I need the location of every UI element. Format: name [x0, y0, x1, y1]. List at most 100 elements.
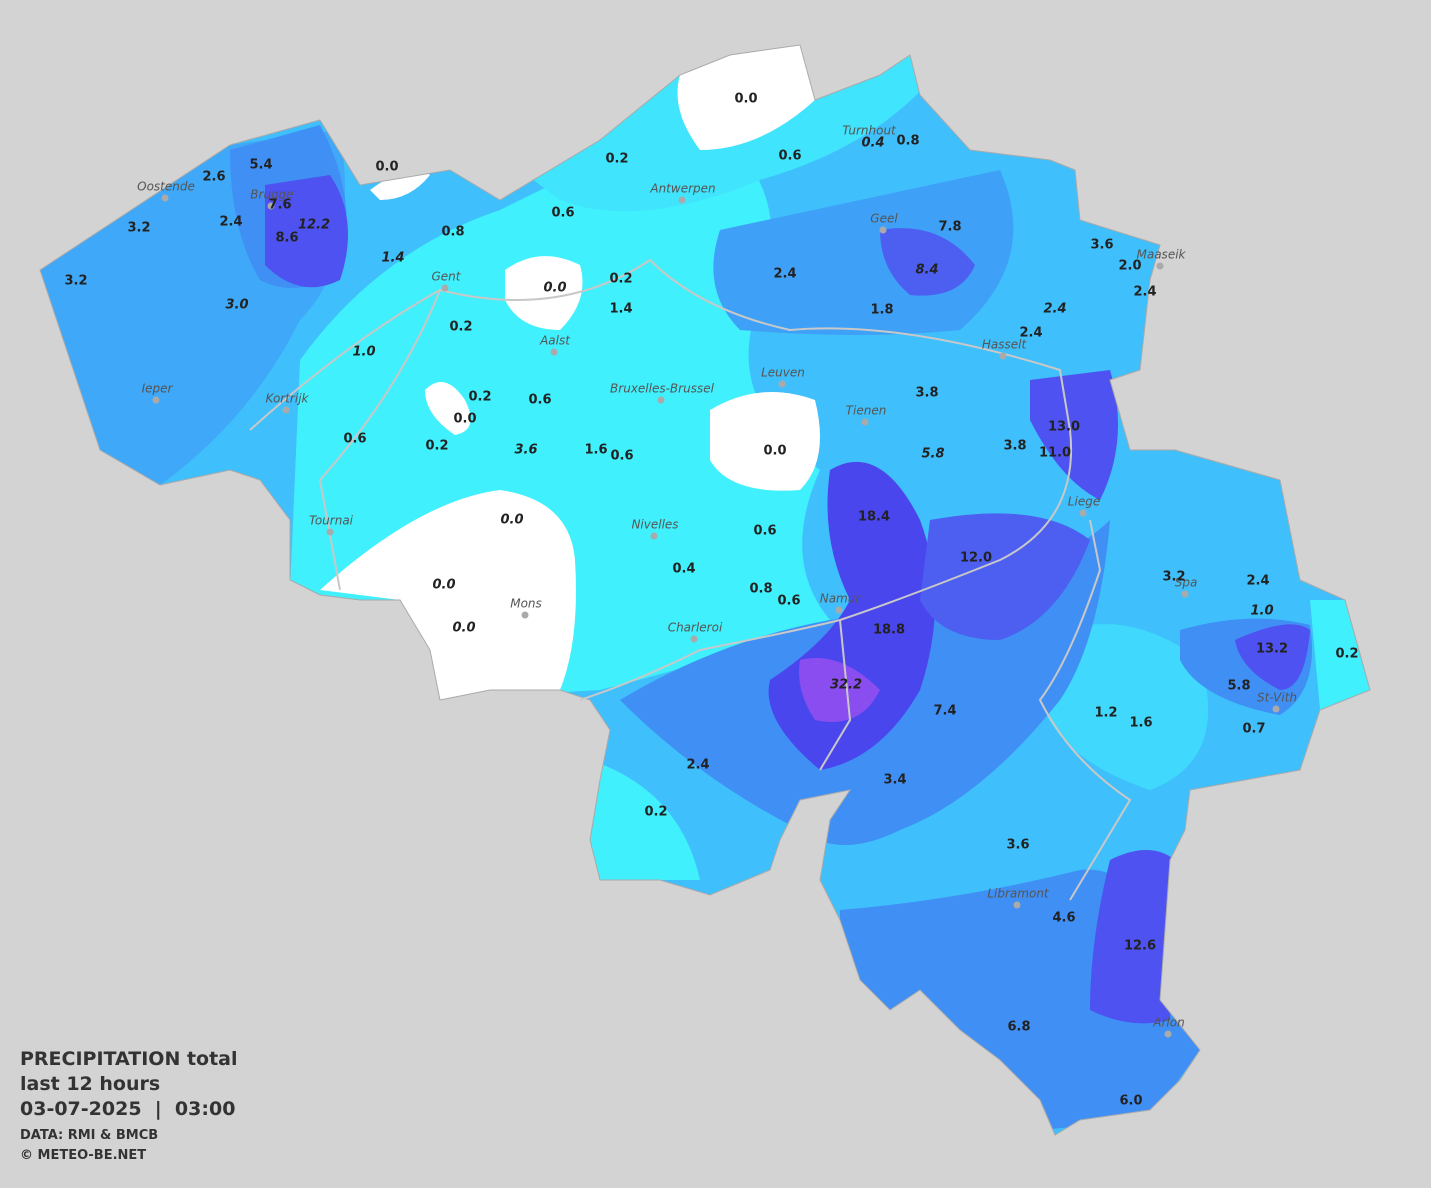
station-value: 3.8: [915, 386, 938, 401]
city-dot: [1013, 901, 1021, 909]
city-label: Namur: [820, 592, 862, 606]
caption-source: DATA: RMI & BMCB: [20, 1128, 158, 1143]
city-label: Aalst: [539, 334, 571, 348]
station-value: 0.8: [749, 582, 772, 597]
station-value: 13.0: [1048, 420, 1080, 435]
rivers: [249, 258, 1132, 901]
city-dot: [282, 406, 290, 414]
station-value: 0.2: [605, 152, 628, 167]
station-value: 0.0: [543, 281, 566, 296]
station-value: 12.0: [960, 551, 992, 566]
city-label: Ieper: [142, 382, 174, 396]
city-dot: [267, 202, 275, 210]
station-value: 0.2: [425, 439, 448, 454]
city-dot: [152, 396, 160, 404]
station-value: 2.4: [219, 215, 242, 230]
city-label: Hasselt: [982, 338, 1028, 352]
station-value: 0.0: [453, 412, 476, 427]
station-value: 0.6: [343, 432, 366, 447]
city-label: Mons: [510, 597, 542, 611]
station-value: 18.4: [858, 510, 890, 525]
station-value: 2.4: [773, 267, 796, 282]
caption-credit: © METEO-BE.NET: [20, 1148, 146, 1163]
station-value: 1.4: [381, 251, 404, 266]
station-value: 2.4: [686, 758, 709, 773]
station-value: 0.0: [734, 92, 757, 107]
city-label: Gent: [432, 270, 462, 284]
station-value: 0.0: [375, 160, 398, 175]
station-value: 12.6: [1124, 939, 1156, 954]
city-label: Charleroi: [668, 621, 723, 635]
station-value: 0.0: [452, 621, 475, 636]
city-label: Maaseik: [1137, 248, 1187, 262]
station-value: 2.6: [202, 170, 225, 185]
station-value: 0.6: [528, 393, 551, 408]
city-label: Turnhout: [842, 124, 897, 138]
station-value: 13.2: [1256, 642, 1288, 657]
city-label: Bruxelles-Brussel: [610, 382, 715, 396]
city-dot: [657, 396, 665, 404]
station-value: 0.4: [672, 562, 695, 577]
caption-period: last 12 hours: [20, 1073, 160, 1095]
city-label: Kortrijk: [266, 392, 310, 406]
city-dot: [1181, 590, 1189, 598]
city-label: Leuven: [761, 366, 805, 380]
station-value: 3.4: [883, 773, 906, 788]
city-dot: [1164, 1030, 1172, 1038]
city-dot: [1272, 705, 1280, 713]
station-value: 0.8: [896, 134, 919, 149]
station-value: 0.2: [644, 805, 667, 820]
station-value: 1.6: [584, 443, 607, 458]
city-dot: [861, 418, 869, 426]
station-value: 8.6: [275, 231, 298, 246]
station-value: 11.0: [1039, 446, 1071, 461]
station-value: 0.7: [1242, 722, 1265, 737]
station-value: 0.6: [778, 149, 801, 164]
city-dot: [1079, 509, 1087, 517]
station-value: 0.6: [551, 206, 574, 221]
station-value: 1.4: [609, 302, 632, 317]
station-value: 7.4: [933, 704, 956, 719]
station-value: 0.0: [763, 444, 786, 459]
city-dot: [161, 194, 169, 202]
city-dot: [690, 635, 698, 643]
city-label: Geel: [870, 212, 898, 226]
city-label: Arlon: [1152, 1016, 1184, 1030]
station-value: 5.4: [249, 158, 272, 173]
city-label: Liege: [1068, 495, 1100, 509]
station-value: 2.4: [1019, 326, 1042, 341]
city-dot: [550, 348, 558, 356]
station-value: 1.0: [1250, 604, 1273, 619]
city-dot: [650, 532, 658, 540]
station-value: 3.6: [1006, 838, 1029, 853]
station-value: 32.2: [830, 678, 862, 693]
station-value: 8.4: [915, 263, 938, 278]
station-value: 0.2: [468, 390, 491, 405]
station-value: 3.0: [225, 298, 248, 313]
station-value: 1.6: [1129, 716, 1152, 731]
station-value: 12.2: [298, 218, 330, 233]
station-value: 18.8: [873, 623, 905, 638]
station-value: 1.2: [1094, 706, 1117, 721]
station-value: 0.6: [610, 449, 633, 464]
station-value: 3.6: [1090, 238, 1113, 253]
city-dot: [1156, 262, 1164, 270]
station-value: 0.2: [1335, 647, 1358, 662]
station-value: 2.4: [1246, 574, 1269, 589]
station-value: 3.6: [514, 443, 537, 458]
station-value: 2.4: [1043, 302, 1066, 317]
city-dot: [879, 226, 887, 234]
city-label: St-Vith: [1257, 691, 1297, 705]
caption-datetime: 03-07-2025 | 03:00: [20, 1098, 235, 1120]
station-value: 0.2: [609, 272, 632, 287]
station-value: 3.2: [1162, 570, 1185, 585]
city-label: Brugge: [250, 188, 293, 202]
station-value: 3.8: [1003, 439, 1026, 454]
station-value: 4.6: [1052, 911, 1075, 926]
city-label: Oostende: [137, 180, 195, 194]
station-value: 0.6: [777, 594, 800, 609]
station-value: 2.4: [1133, 285, 1156, 300]
city-dot: [441, 284, 449, 292]
city-label: Antwerpen: [649, 182, 715, 196]
